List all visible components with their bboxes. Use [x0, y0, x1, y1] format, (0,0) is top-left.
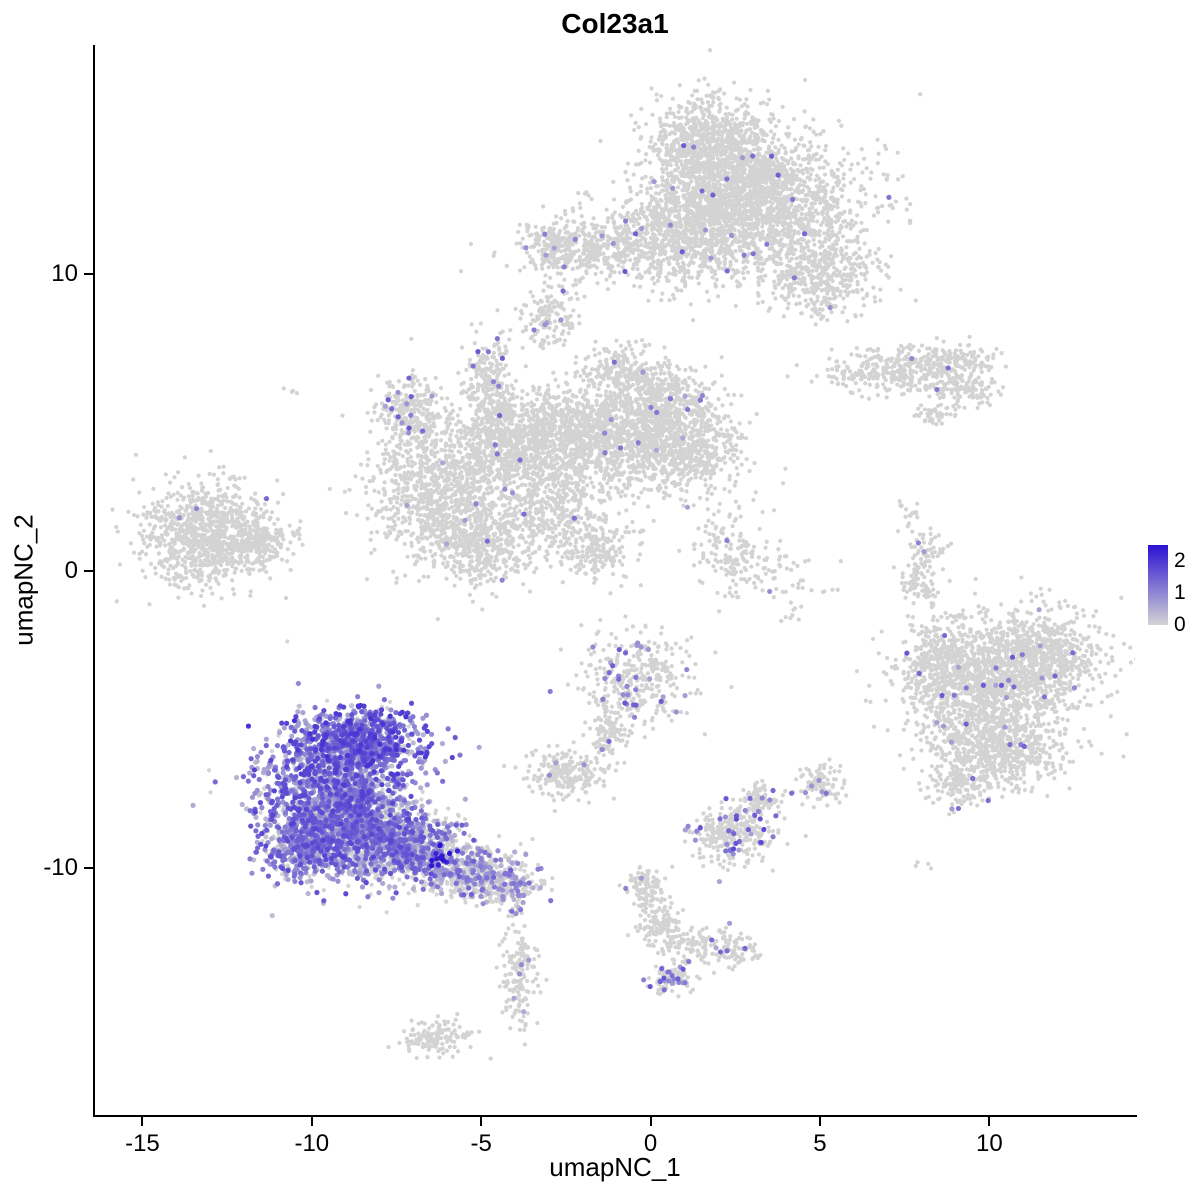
y-tick-label: -10 — [43, 854, 78, 882]
x-tick-label: -5 — [470, 1130, 492, 1157]
x-tick-mark — [649, 1117, 652, 1126]
x-tick-mark — [988, 1117, 991, 1126]
y-tick-label: 0 — [64, 557, 78, 585]
x-tick-mark — [480, 1117, 483, 1126]
y-axis-title: umapNC_2 — [8, 514, 39, 646]
umap-scatter-canvas — [95, 45, 1135, 1115]
y-tick-mark — [84, 867, 93, 870]
x-tick-label: 5 — [813, 1130, 827, 1157]
legend-tick-label: 0 — [1174, 613, 1186, 636]
plot-title: Col23a1 — [561, 8, 669, 39]
y-axis-line — [93, 45, 95, 1117]
x-tick-label: 0 — [643, 1130, 658, 1157]
x-tick-label: -15 — [125, 1130, 160, 1157]
y-tick-mark — [84, 570, 93, 573]
legend-gradient-bar — [1148, 545, 1168, 625]
x-tick-mark — [310, 1117, 313, 1126]
x-axis-title: umapNC_1 — [549, 1152, 681, 1182]
plot-area — [95, 45, 1135, 1115]
x-tick-label: -10 — [294, 1130, 330, 1157]
x-tick-label: 10 — [975, 1130, 1003, 1157]
y-tick-mark — [84, 272, 93, 275]
y-tick-label: 10 — [51, 259, 78, 287]
x-tick-mark — [818, 1117, 821, 1126]
legend-tick-label: 1 — [1174, 581, 1186, 604]
x-tick-mark — [141, 1117, 144, 1126]
x-axis-line — [93, 1115, 1137, 1117]
legend-tick-label: 2 — [1174, 549, 1186, 572]
